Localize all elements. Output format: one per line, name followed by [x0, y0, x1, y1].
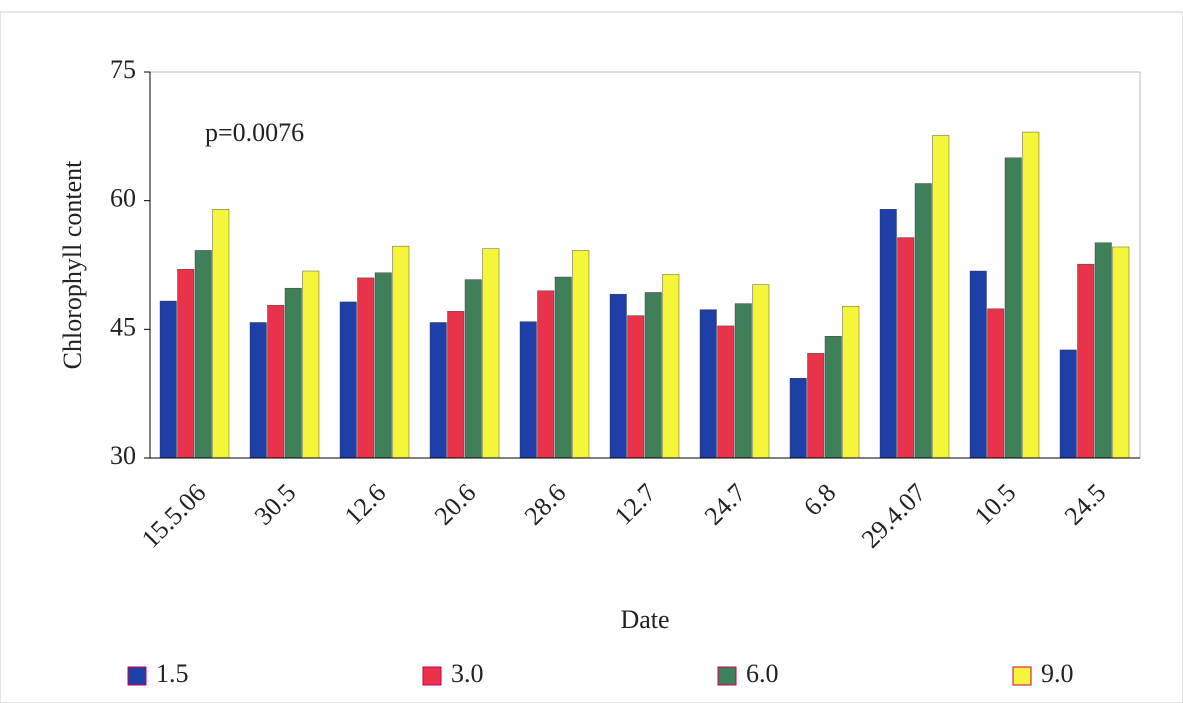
bar [1077, 263, 1095, 459]
y-tick-label: 30 [110, 441, 136, 470]
x-tick-label: 20.6 [429, 478, 482, 531]
bar [1059, 349, 1077, 459]
bar [609, 293, 627, 459]
bar [734, 303, 752, 459]
bar [159, 300, 177, 459]
y-tick-label: 45 [110, 312, 136, 341]
bar [302, 270, 320, 459]
x-tick-label: 15.5.06 [136, 478, 212, 554]
bar [554, 276, 572, 459]
bar [357, 277, 375, 459]
legend-label: 6.0 [746, 659, 779, 688]
legend-swatch [127, 666, 147, 686]
bar [284, 287, 302, 459]
bar [392, 245, 410, 459]
x-tick-label: 12.7 [609, 478, 662, 531]
bar [212, 209, 230, 459]
x-tick-label: 6.8 [798, 478, 841, 521]
x-tick-label: 28.6 [519, 478, 572, 531]
bar [267, 305, 285, 459]
x-axis-label: Date [620, 605, 669, 634]
bar [717, 325, 735, 459]
bar [1112, 246, 1130, 459]
bar [374, 272, 392, 459]
bar [572, 250, 590, 459]
x-tick-label: 24.7 [699, 478, 752, 531]
bar [932, 135, 950, 459]
bar [699, 309, 717, 459]
bar [537, 290, 555, 459]
bar [969, 270, 987, 459]
legend-label: 3.0 [451, 659, 484, 688]
bar [1094, 242, 1112, 459]
bar [464, 279, 482, 459]
legend-swatch [717, 666, 737, 686]
bar [987, 308, 1005, 459]
bar [447, 311, 465, 459]
bar [644, 292, 662, 459]
bar [662, 274, 680, 459]
annotation: p=0.0076 [205, 118, 304, 147]
bar [752, 284, 770, 459]
legend-label: 1.5 [156, 659, 189, 688]
x-tick-label: 12.6 [339, 478, 392, 531]
bar [789, 378, 807, 459]
legend-swatch [422, 666, 442, 686]
bar [249, 322, 267, 459]
x-tick-label: 29.4.07 [856, 478, 932, 554]
bar [339, 301, 357, 459]
bar [824, 335, 842, 459]
y-tick-label: 75 [110, 55, 136, 84]
bar [842, 305, 860, 459]
bar [429, 322, 447, 459]
bar [1022, 131, 1040, 459]
bar [194, 250, 212, 459]
y-axis-label: Chlorophyll content [58, 160, 87, 369]
bar [897, 237, 915, 459]
x-tick-label: 10.5 [969, 478, 1022, 531]
bar [1004, 157, 1022, 459]
bar [519, 321, 537, 459]
bar [914, 183, 932, 459]
x-tick-label: 24.5 [1059, 478, 1112, 531]
bar [177, 269, 195, 459]
bar [879, 209, 897, 459]
legend-label: 9.0 [1041, 659, 1074, 688]
y-tick-label: 60 [110, 184, 136, 213]
x-tick-label: 30.5 [249, 478, 302, 531]
legend-swatch [1012, 666, 1032, 686]
frame [0, 11, 1183, 703]
bar [807, 353, 825, 459]
bar [627, 315, 645, 459]
bar [482, 248, 500, 459]
